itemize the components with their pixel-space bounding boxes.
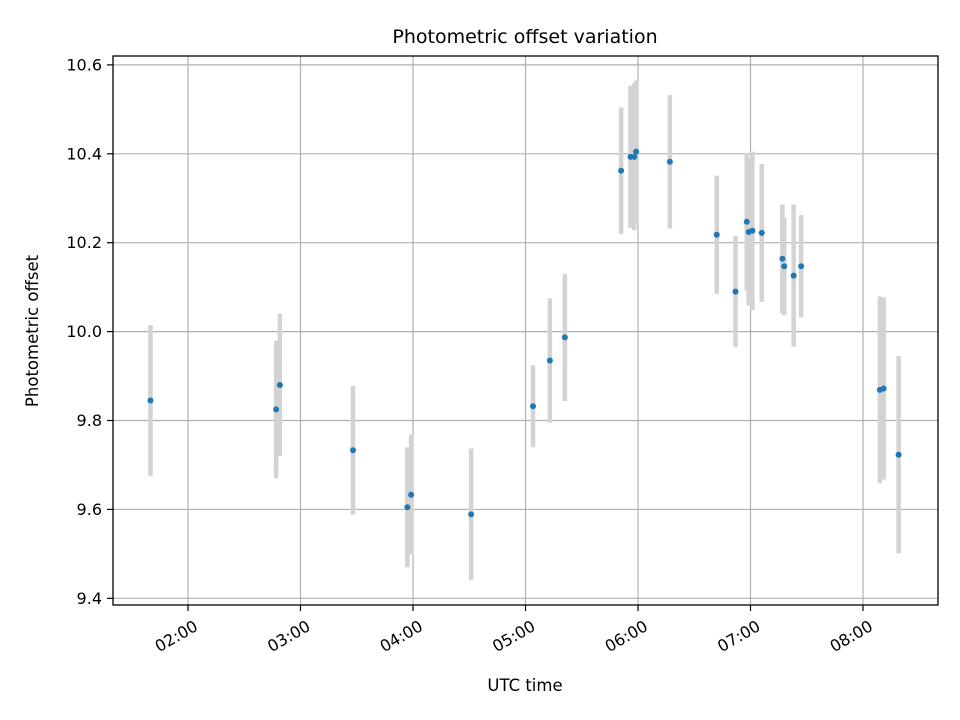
y-tick-label: 9.4 [77, 589, 102, 608]
data-point [790, 272, 797, 279]
data-point [618, 167, 625, 174]
chart-title: Photometric offset variation [392, 26, 657, 48]
data-point [631, 153, 638, 160]
data-point [758, 229, 765, 236]
x-axis-label: UTC time [487, 676, 562, 695]
y-tick-label: 10.4 [66, 144, 102, 163]
y-tick-label: 9.6 [77, 500, 102, 519]
data-point [468, 511, 475, 518]
data-point [404, 504, 411, 511]
data-point [895, 451, 902, 458]
data-point [633, 148, 640, 155]
data-point [880, 385, 887, 392]
y-tick-label: 10.6 [66, 55, 102, 74]
y-tick-label: 10.0 [66, 322, 102, 341]
data-point [408, 491, 415, 498]
data-point [147, 397, 154, 404]
data-point [273, 406, 280, 413]
data-point [546, 357, 553, 364]
data-point [530, 403, 536, 410]
data-point [781, 263, 788, 270]
data-point [732, 288, 739, 295]
data-point [743, 218, 750, 225]
data-point [779, 255, 786, 262]
y-tick-label: 9.8 [77, 411, 102, 430]
data-point [749, 227, 756, 234]
data-point [276, 381, 283, 388]
y-axis-label: Photometric offset [23, 254, 42, 407]
data-point [666, 158, 673, 165]
y-tick-label: 10.2 [66, 233, 102, 252]
data-point [798, 263, 805, 270]
data-point [713, 231, 720, 238]
grid [113, 56, 938, 605]
data-point [350, 447, 356, 454]
data-points [147, 148, 902, 518]
data-point [561, 334, 568, 341]
plot-area [112, 55, 939, 606]
y-axis: 9.4 9.6 9.8 10.0 10.2 10.4 10.6 [66, 55, 113, 608]
